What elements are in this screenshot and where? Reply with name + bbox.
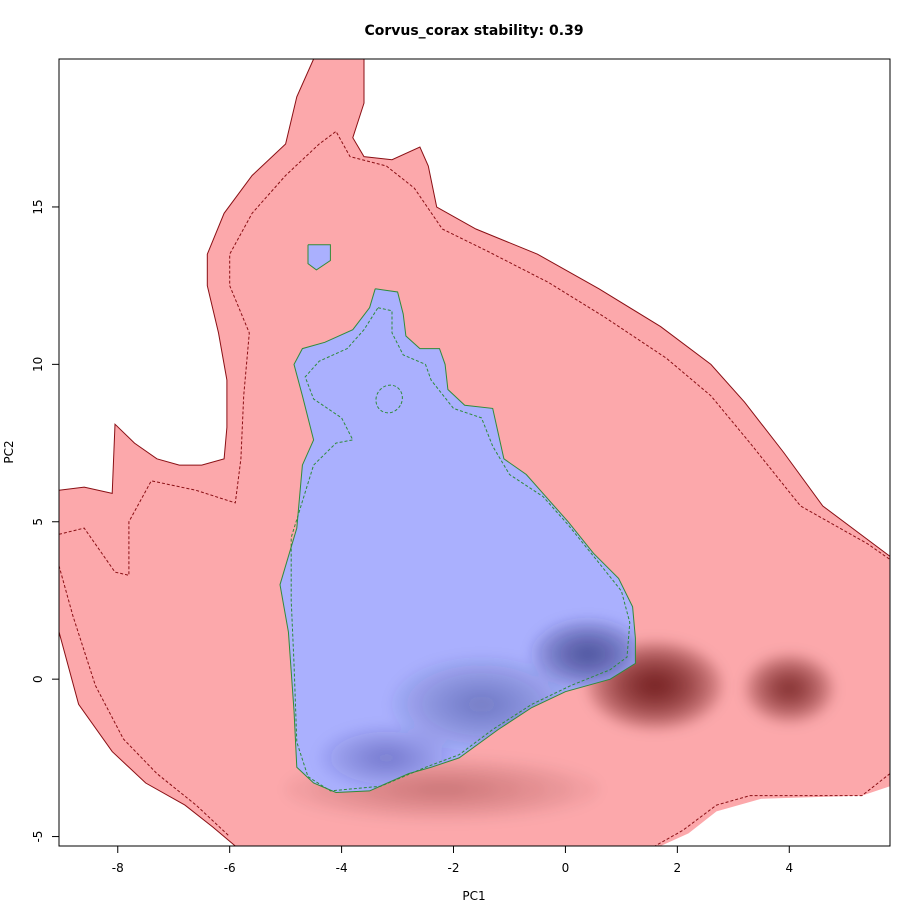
y-axis-title: PC2 [2,440,16,463]
y-axis: -5 0 5 10 15 [31,199,59,843]
density-red-peak-main-layer [643,678,667,693]
plot-frame [58,58,891,847]
x-axis: -8 -6 -4 -2 0 2 4 [112,846,793,875]
y-tick-label-0: -5 [31,831,45,843]
contour-background-inner-bottom [59,565,231,837]
x-axis-title: PC1 [462,889,485,903]
density-red-ridge-bottom-layer [416,784,469,795]
x-tick-label-0: -8 [112,861,124,875]
contour-background-outer [59,59,890,557]
x-tick-label-5: 2 [674,861,682,875]
density-red-peak-secondary-layer [781,682,797,695]
chart-title: Corvus_corax stability: 0.39 [364,23,583,39]
contour-background-outer-bottom [59,631,236,846]
y-tick-label-2: 5 [31,518,45,526]
x-tick-label-2: -4 [336,861,348,875]
contour-overlap-outer [279,288,636,794]
contour-overlap-small-outer [307,244,331,271]
contour-overlap-inner [290,307,631,792]
plot-area [59,59,890,846]
x-tick-label-4: 0 [562,861,570,875]
contour-background-inner [59,130,890,576]
x-tick-label-1: -6 [224,861,236,875]
density-blue-peak-main-layer [578,648,598,660]
density-red-peak-main-group [587,641,723,730]
density-blue-peak-secondary-layer [466,696,497,713]
density-blue-peak-faint-layer [375,752,398,764]
density-red-peak-secondary-group [744,653,835,724]
region-overlap-small [308,244,331,270]
y-tick-label-1: 0 [31,675,45,683]
y-tick-label-3: 10 [31,357,45,372]
y-tick-label-4: 15 [31,199,45,214]
x-tick-label-6: 4 [785,861,793,875]
x-tick-label-3: -2 [448,861,460,875]
